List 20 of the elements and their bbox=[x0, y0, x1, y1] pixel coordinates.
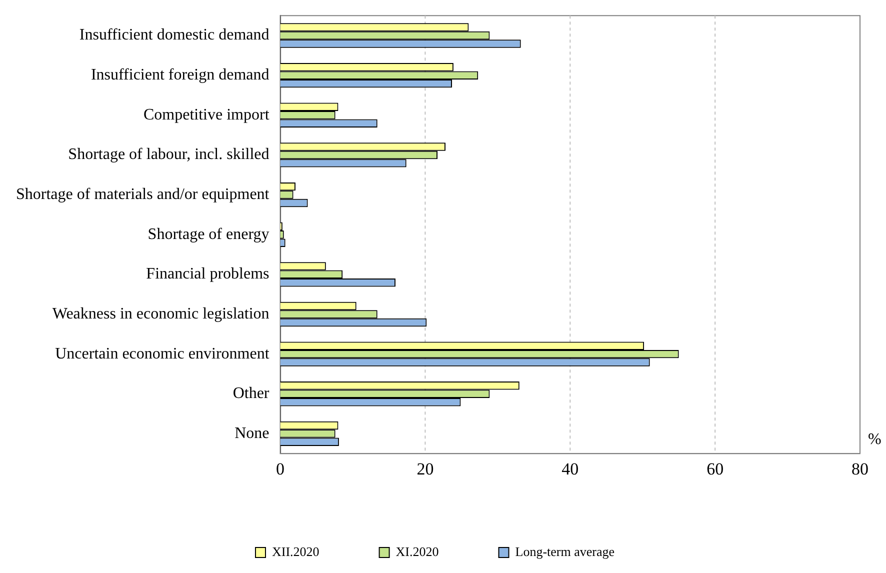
x-tick-label: 20 bbox=[416, 459, 434, 478]
x-tick-label: 0 bbox=[276, 459, 285, 478]
y-tick-label: Competitive import bbox=[143, 106, 270, 124]
y-tick-label: Shortage of materials and/or equipment bbox=[16, 186, 270, 203]
legend-label: XI.2020 bbox=[396, 544, 439, 559]
x-tick-label: 40 bbox=[562, 459, 579, 478]
y-tick-label: Weakness in economic legislation bbox=[52, 305, 270, 322]
y-tick-label: None bbox=[234, 424, 270, 442]
legend-label: Long-term average bbox=[515, 544, 615, 559]
y-tick-label: Financial problems bbox=[146, 266, 270, 283]
legend-label: XII.2020 bbox=[272, 544, 320, 559]
y-tick-label: Other bbox=[232, 385, 270, 402]
y-tick-label: Uncertain economic environment bbox=[55, 345, 270, 362]
x-axis-title: % bbox=[868, 430, 882, 448]
y-tick-label: Shortage of labour, incl. skilled bbox=[68, 146, 270, 164]
y-tick-label: Insufficient foreign demand bbox=[90, 66, 270, 84]
x-tick-label: 60 bbox=[706, 459, 724, 478]
y-tick-label: Insufficient domestic demand bbox=[79, 26, 270, 44]
x-tick-label: 80 bbox=[852, 459, 868, 478]
y-tick-label: Shortage of energy bbox=[148, 226, 270, 243]
